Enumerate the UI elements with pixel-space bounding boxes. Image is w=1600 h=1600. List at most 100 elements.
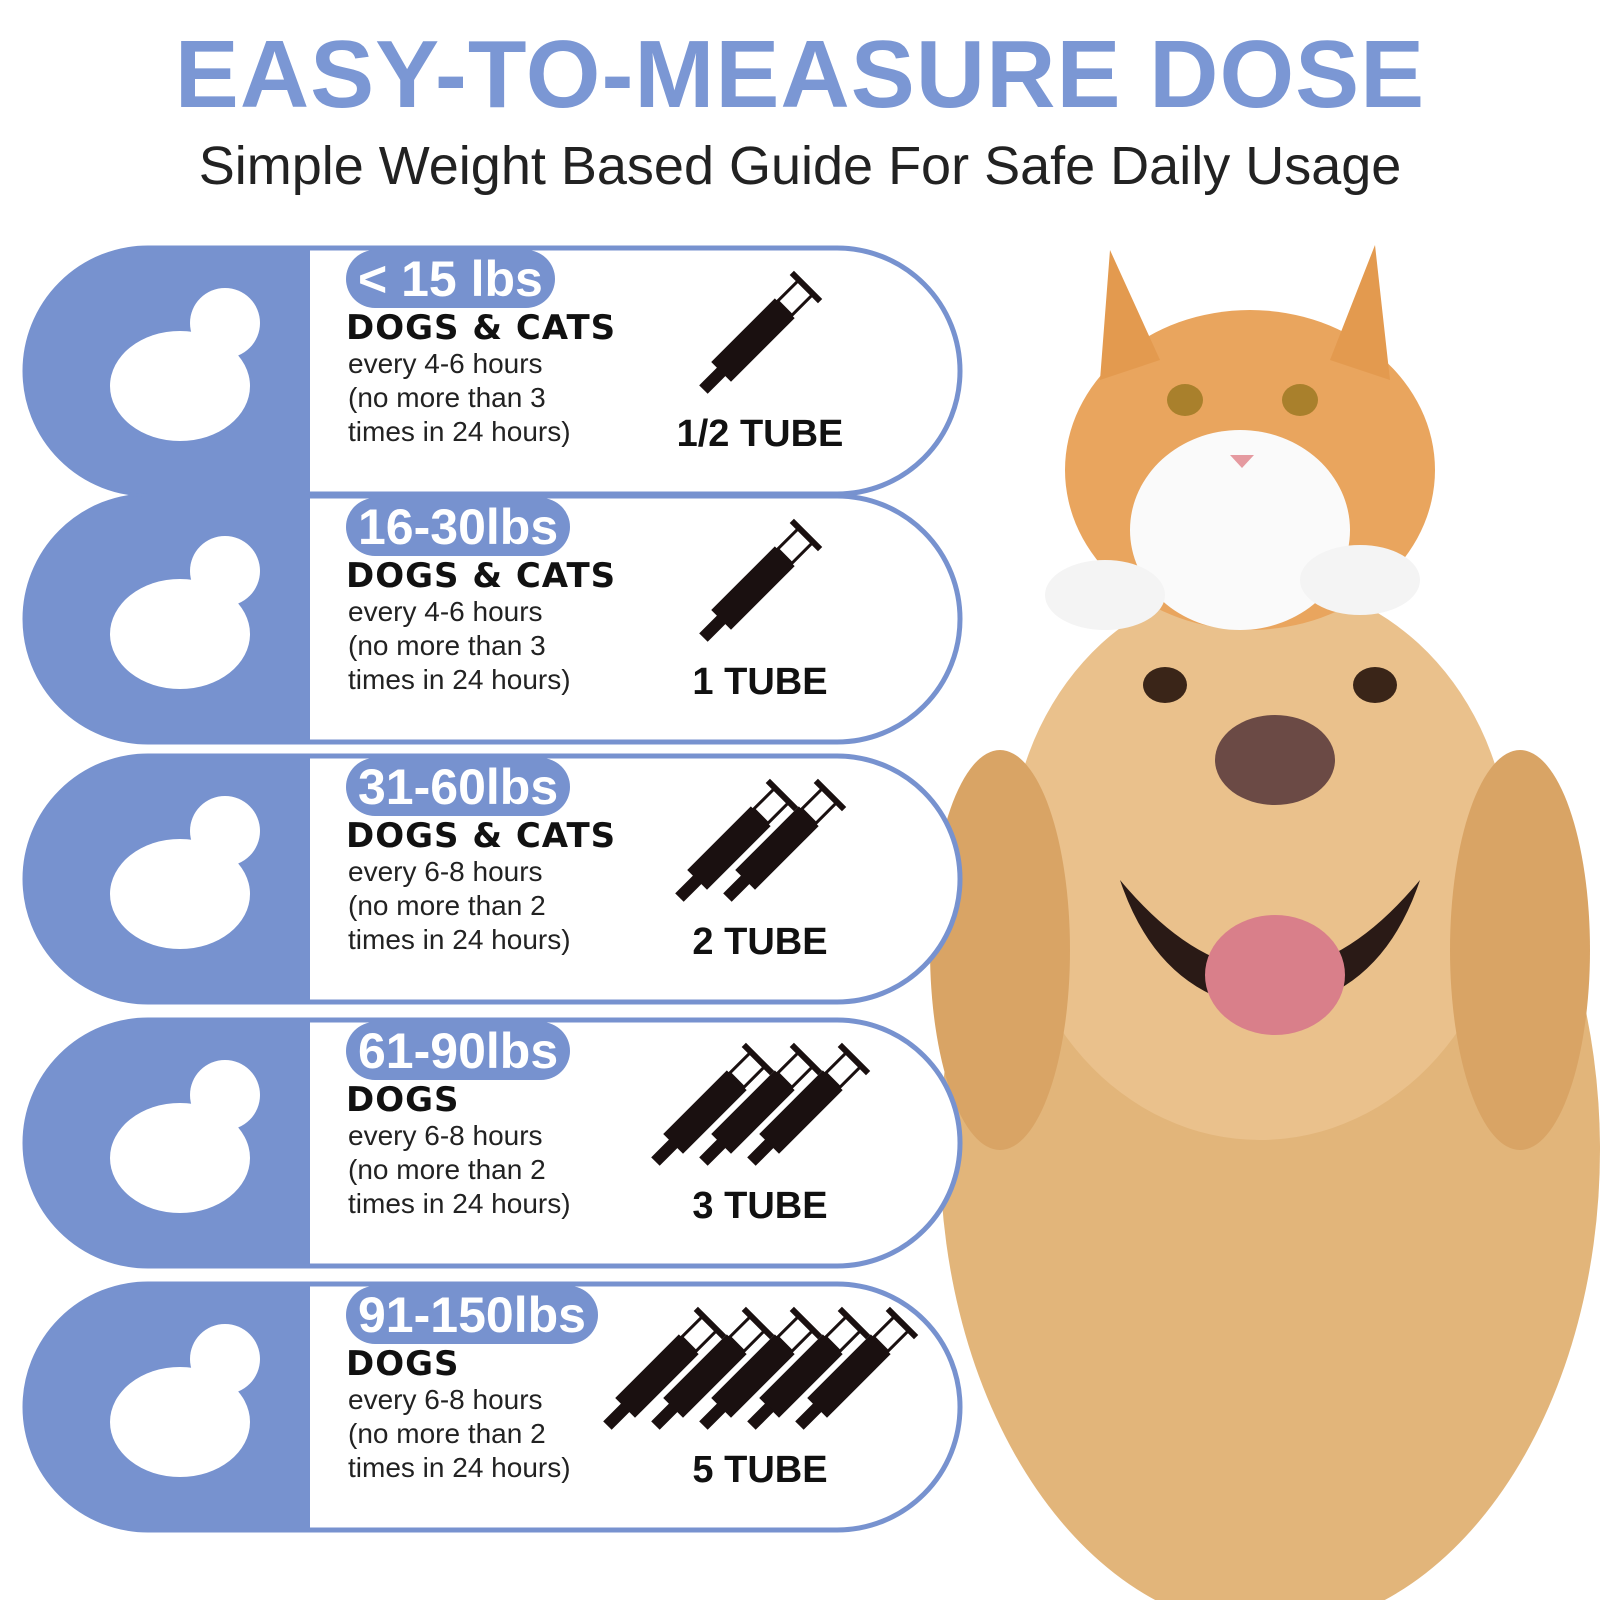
frequency-line: (no more than 3 bbox=[348, 630, 546, 661]
title: EASY-TO-MEASURE DOSE bbox=[174, 21, 1426, 128]
dog-eye bbox=[1143, 667, 1187, 703]
animal-type: DOGS & CATS bbox=[346, 816, 617, 856]
syringe bbox=[699, 270, 823, 394]
animal-head bbox=[190, 1324, 260, 1394]
weight-badge: 61-90lbs bbox=[346, 1022, 571, 1080]
dog-tongue bbox=[1205, 915, 1345, 1035]
frequency-line: times in 24 hours) bbox=[348, 664, 571, 695]
syringe-flange bbox=[765, 778, 799, 812]
syringe-tip bbox=[795, 1402, 823, 1430]
weight-badge: 16-30lbs bbox=[346, 498, 571, 556]
frequency-line: every 4-6 hours bbox=[348, 348, 543, 379]
syringe-tip bbox=[747, 1138, 775, 1166]
frequency-line: times in 24 hours) bbox=[348, 924, 571, 955]
syringe-flange bbox=[813, 778, 847, 812]
pet-photo bbox=[930, 245, 1600, 1600]
cat-paw bbox=[1045, 560, 1165, 630]
syringe bbox=[795, 1306, 919, 1430]
syringe-barrel bbox=[663, 1070, 747, 1154]
cat-ears bbox=[1100, 245, 1390, 380]
frequency-line: (no more than 2 bbox=[348, 1154, 546, 1185]
dose-label: 5 TUBE bbox=[692, 1449, 828, 1491]
frequency-line: every 6-8 hours bbox=[348, 1384, 543, 1415]
dog-ear bbox=[1450, 750, 1590, 1150]
syringe-flange bbox=[789, 1306, 823, 1340]
syringe-flange bbox=[789, 1042, 823, 1076]
syringe-flange bbox=[741, 1306, 775, 1340]
syringe bbox=[675, 778, 799, 902]
syringe-flange bbox=[789, 270, 823, 304]
syringe-tip bbox=[723, 874, 751, 902]
dog-ear bbox=[930, 750, 1070, 1150]
syringe-tip bbox=[747, 1402, 775, 1430]
cat-eye bbox=[1167, 384, 1203, 416]
animal-silhouette bbox=[110, 1367, 250, 1477]
dog-head bbox=[1010, 580, 1510, 1140]
syringe-flange bbox=[837, 1042, 871, 1076]
frequency-line: (no more than 3 bbox=[348, 382, 546, 413]
frequency-line: (no more than 2 bbox=[348, 1418, 546, 1449]
syringe-flange bbox=[885, 1306, 919, 1340]
syringe-tip bbox=[651, 1402, 679, 1430]
syringe-barrel bbox=[687, 806, 771, 890]
frequency-line: (no more than 2 bbox=[348, 890, 546, 921]
syringe-tip bbox=[675, 874, 703, 902]
syringe-tip bbox=[699, 1402, 727, 1430]
animal-silhouette bbox=[110, 1103, 250, 1213]
syringe-tip bbox=[603, 1402, 631, 1430]
syringe-barrel bbox=[663, 1334, 747, 1418]
syringe bbox=[723, 778, 847, 902]
syringe-tip bbox=[699, 614, 727, 642]
dose-label: 1/2 TUBE bbox=[676, 413, 844, 455]
syringe-flange bbox=[789, 518, 823, 552]
dose-label: 1 TUBE bbox=[692, 661, 828, 703]
animal-silhouette bbox=[110, 331, 250, 441]
animal-type: DOGS bbox=[346, 1080, 460, 1120]
dog-mouth bbox=[1120, 880, 1420, 1010]
animal-type: DOGS bbox=[346, 1344, 460, 1384]
syringe-flange bbox=[741, 1042, 775, 1076]
syringe-tip bbox=[651, 1138, 679, 1166]
syringe-barrel bbox=[615, 1334, 699, 1418]
syringe-flange bbox=[837, 1306, 871, 1340]
cat-eye bbox=[1282, 384, 1318, 416]
syringe-tip bbox=[699, 1138, 727, 1166]
syringe bbox=[747, 1042, 871, 1166]
syringe bbox=[603, 1306, 727, 1430]
cat-paw bbox=[1300, 545, 1420, 615]
frequency-line: every 6-8 hours bbox=[348, 856, 543, 887]
syringe bbox=[699, 1306, 823, 1430]
subtitle: Simple Weight Based Guide For Safe Daily… bbox=[198, 136, 1402, 196]
animal-head bbox=[190, 536, 260, 606]
frequency-line: times in 24 hours) bbox=[348, 1452, 571, 1483]
syringe-barrel bbox=[759, 1070, 843, 1154]
animal-head bbox=[190, 1060, 260, 1130]
syringe-barrel bbox=[711, 1334, 795, 1418]
syringe-barrel bbox=[759, 1334, 843, 1418]
animal-type: DOGS & CATS bbox=[346, 556, 617, 596]
dose-label: 3 TUBE bbox=[692, 1185, 828, 1227]
weight-badge: 31-60lbs bbox=[346, 758, 571, 816]
animal-head bbox=[190, 796, 260, 866]
animal-silhouette bbox=[110, 839, 250, 949]
cat-nose bbox=[1230, 455, 1254, 468]
animal-head bbox=[190, 288, 260, 358]
weight-badge: < 15 lbs bbox=[346, 250, 555, 308]
syringe bbox=[699, 518, 823, 642]
frequency-line: times in 24 hours) bbox=[348, 1188, 571, 1219]
syringe-barrel bbox=[807, 1334, 891, 1418]
syringe-barrel bbox=[711, 1070, 795, 1154]
frequency-line: times in 24 hours) bbox=[348, 416, 571, 447]
syringe-barrel bbox=[711, 546, 795, 630]
frequency-line: every 4-6 hours bbox=[348, 596, 543, 627]
dog-nose bbox=[1215, 715, 1335, 805]
dose-label: 2 TUBE bbox=[692, 921, 828, 963]
syringe-barrel bbox=[711, 298, 795, 382]
cat-face bbox=[1130, 430, 1350, 630]
syringe bbox=[747, 1306, 871, 1430]
syringe bbox=[651, 1306, 775, 1430]
syringe-barrel bbox=[735, 806, 819, 890]
dog-eye bbox=[1353, 667, 1397, 703]
